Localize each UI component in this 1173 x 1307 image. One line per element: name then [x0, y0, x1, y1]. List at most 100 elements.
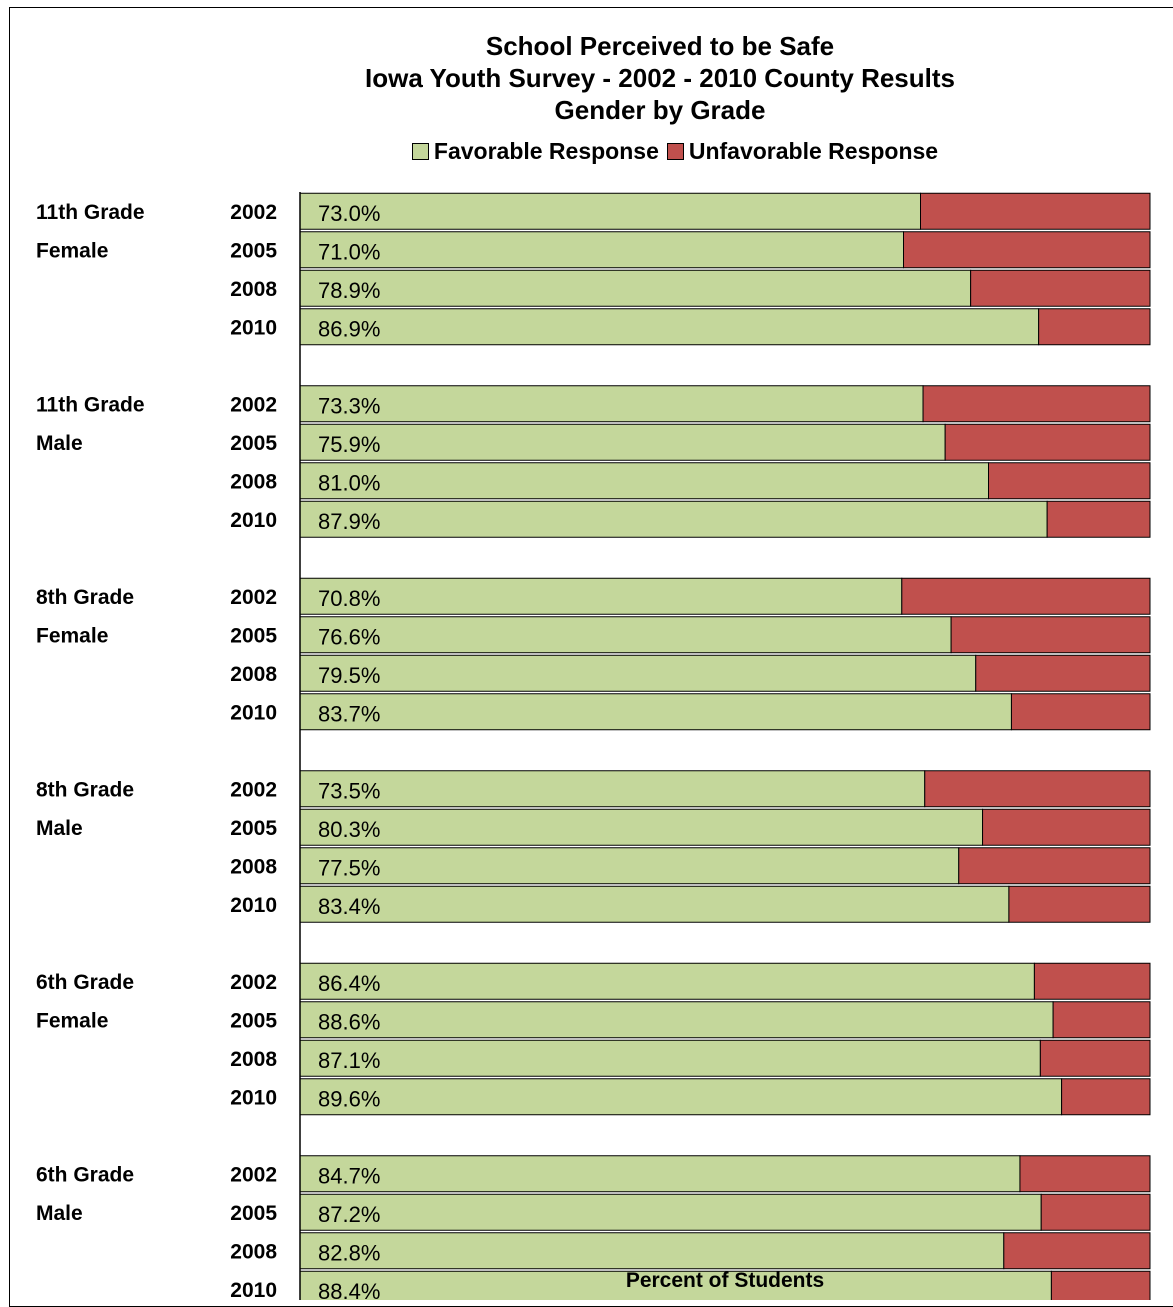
bar-unfavorable [1052, 1001, 1151, 1039]
bar-favorable [299, 654, 977, 692]
bar-favorable [299, 1232, 1005, 1270]
group-label-grade: 6th Grade [36, 971, 134, 994]
bar-unfavorable [1010, 693, 1151, 731]
bar-favorable [299, 269, 972, 307]
row-year-label: 2008 [230, 1241, 277, 1264]
row-year-label: 2005 [230, 1010, 277, 1033]
bar-favorable [299, 962, 1035, 1000]
legend-swatch-unfavorable [666, 143, 684, 160]
data-label-favorable: 82.8% [318, 1241, 380, 1266]
row-year-label: 2002 [230, 586, 277, 609]
bar-favorable [299, 1078, 1063, 1116]
bar-favorable [299, 808, 984, 846]
row-year-label: 2005 [230, 240, 277, 263]
data-label-favorable: 83.4% [318, 894, 380, 919]
group-label-gender: Female [36, 240, 108, 263]
bar-favorable [299, 308, 1040, 346]
row-year-label: 2008 [230, 471, 277, 494]
group-label-gender: Male [36, 432, 83, 455]
data-label-favorable: 83.7% [318, 702, 380, 727]
data-label-favorable: 88.6% [318, 1010, 380, 1035]
legend-label-unfavorable: Unfavorable Response [688, 138, 939, 164]
legend-label-favorable: Favorable Response [433, 138, 659, 164]
group-label-grade: 11th Grade [36, 201, 145, 224]
row-year-label: 2010 [230, 702, 277, 725]
bar-unfavorable [1038, 308, 1151, 346]
row-year-label: 2008 [230, 663, 277, 686]
data-label-favorable: 89.6% [318, 1087, 380, 1112]
bar-unfavorable [982, 808, 1151, 846]
data-label-favorable: 84.7% [318, 1164, 380, 1189]
bar-unfavorable [1019, 1155, 1151, 1193]
row-year-label: 2002 [230, 779, 277, 802]
bar-unfavorable [970, 269, 1151, 307]
bar-unfavorable [1039, 1039, 1151, 1077]
bar-favorable [299, 385, 924, 423]
group-label-grade: 11th Grade [36, 394, 145, 417]
row-year-label: 2008 [230, 856, 277, 879]
bar-unfavorable [975, 654, 1151, 692]
bar-unfavorable [988, 462, 1151, 500]
bar-unfavorable [1061, 1078, 1151, 1116]
data-label-favorable: 73.5% [318, 779, 380, 804]
row-year-label: 2010 [230, 509, 277, 532]
row-year-label: 2008 [230, 278, 277, 301]
bar-favorable [299, 1193, 1042, 1231]
bar-unfavorable [903, 231, 1151, 269]
chart-title-line-3: Gender by Grade [554, 95, 766, 125]
bar-unfavorable [1003, 1232, 1151, 1270]
bar-unfavorable [1008, 885, 1151, 923]
data-label-favorable: 78.9% [318, 278, 380, 303]
data-label-favorable: 79.5% [318, 663, 380, 688]
row-year-label: 2002 [230, 201, 277, 224]
row-year-label: 2005 [230, 432, 277, 455]
row-year-label: 2005 [230, 817, 277, 840]
group-label-gender: Female [36, 1010, 108, 1033]
bar-favorable [299, 462, 989, 500]
group-label-gender: Female [36, 625, 108, 648]
bar-unfavorable [1033, 962, 1151, 1000]
bar-favorable [299, 1155, 1021, 1193]
data-label-favorable: 70.8% [318, 586, 380, 611]
bar-favorable [299, 1270, 1052, 1300]
bar-unfavorable [944, 423, 1151, 461]
data-label-favorable: 86.9% [318, 317, 380, 342]
bar-unfavorable [1040, 1193, 1151, 1231]
data-label-favorable: 80.3% [318, 817, 380, 842]
data-label-favorable: 73.0% [318, 201, 380, 226]
chart-title: School Perceived to be Safe Iowa Youth S… [0, 30, 1173, 126]
data-label-favorable: 76.6% [318, 625, 380, 650]
data-label-favorable: 77.5% [318, 856, 380, 881]
bar-unfavorable [922, 385, 1151, 423]
bar-unfavorable [901, 577, 1151, 615]
chart-legend: Favorable Response Unfavorable Response [0, 138, 1173, 164]
bar-favorable [299, 500, 1048, 538]
row-year-label: 2010 [230, 1087, 277, 1110]
row-year-label: 2002 [230, 394, 277, 417]
bar-favorable [299, 1001, 1054, 1039]
row-year-label: 2002 [230, 1164, 277, 1187]
group-label-gender: Male [36, 817, 83, 840]
bar-favorable [299, 885, 1010, 923]
chart-title-line-2: Iowa Youth Survey - 2002 - 2010 County R… [364, 63, 955, 93]
bar-favorable [299, 1039, 1041, 1077]
bar-favorable [299, 770, 926, 808]
bar-favorable [299, 693, 1012, 731]
data-label-favorable: 87.1% [318, 1048, 380, 1073]
bar-unfavorable [920, 192, 1151, 230]
legend-item-unfavorable: Unfavorable Response [666, 138, 939, 164]
group-label-grade: 8th Grade [36, 779, 134, 802]
row-year-label: 2008 [230, 1048, 277, 1071]
bar-favorable [299, 847, 960, 885]
row-year-label: 2002 [230, 971, 277, 994]
row-year-label: 2010 [230, 1279, 277, 1300]
data-label-favorable: 88.4% [318, 1279, 380, 1300]
data-label-favorable: 87.2% [318, 1202, 380, 1227]
bar-unfavorable [950, 616, 1151, 654]
bar-favorable [299, 231, 904, 269]
legend-item-favorable: Favorable Response [411, 138, 659, 164]
group-label-grade: 6th Grade [36, 1164, 134, 1187]
group-label-grade: 8th Grade [36, 586, 134, 609]
data-label-favorable: 73.3% [318, 394, 380, 419]
